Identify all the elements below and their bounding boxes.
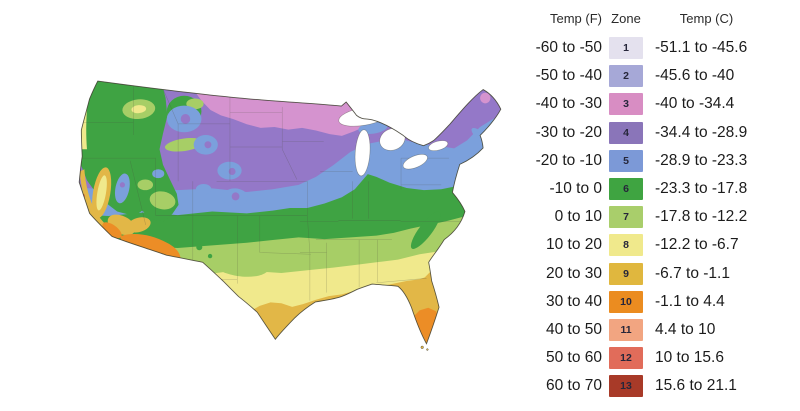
zone-swatch: 7 <box>609 206 643 229</box>
temp-c-value: -12.2 to -6.7 <box>655 236 739 254</box>
temp-c-value: -28.9 to -23.3 <box>655 151 748 169</box>
zone-swatch: 8 <box>609 234 643 257</box>
zone-number: 4 <box>623 126 629 139</box>
temp-f-value: -20 to -10 <box>535 151 602 169</box>
legend-row-zone-12: 50 to 60 12 10 to 15.6 <box>524 344 790 372</box>
legend-row-zone-7: 0 to 10 7 -17.8 to -12.2 <box>524 203 790 231</box>
zone-number: 6 <box>623 183 629 196</box>
legend-row-zone-4: -30 to -20 4 -34.4 to -28.9 <box>524 119 790 147</box>
temp-f-value: 60 to 70 <box>545 377 602 395</box>
legend-row-zone-11: 40 to 50 11 4.4 to 10 <box>524 316 790 344</box>
temp-c-value: -34.4 to -28.9 <box>655 123 748 141</box>
zone-legend: Temp (F) Zone Temp (C) -60 to -50 1 -51.… <box>524 3 790 400</box>
legend-row-zone-6: -10 to 0 6 -23.3 to -17.8 <box>524 175 790 203</box>
temp-c-value: -51.1 to -45.6 <box>655 39 748 57</box>
temp-f-value: 20 to 30 <box>545 264 602 282</box>
temp-c-value: -1.1 to 4.4 <box>655 292 725 310</box>
legend-row-zone-1: -60 to -50 1 -51.1 to -45.6 <box>524 34 790 62</box>
temp-f-value: -50 to -40 <box>535 67 602 85</box>
zone-swatch: 10 <box>609 290 643 313</box>
legend-row-zone-2: -50 to -40 2 -45.6 to -40 <box>524 62 790 90</box>
zone-number: 5 <box>623 154 629 167</box>
legend-row-zone-10: 30 to 40 10 -1.1 to 4.4 <box>524 288 790 316</box>
legend-header-temp-c: Temp (C) <box>679 11 734 26</box>
legend-row-zone-5: -20 to -10 5 -28.9 to -23.3 <box>524 147 790 175</box>
legend-row-zone-3: -40 to -30 3 -40 to -34.4 <box>524 90 790 118</box>
zone-swatch: 13 <box>609 375 643 398</box>
temp-f-value: -40 to -30 <box>535 95 602 113</box>
zone-number: 12 <box>620 352 632 365</box>
zone-swatch: 5 <box>609 149 643 172</box>
temp-c-value: -17.8 to -12.2 <box>655 208 748 226</box>
temp-c-value: 15.6 to 21.1 <box>655 377 737 395</box>
temp-f-value: 30 to 40 <box>545 292 602 310</box>
zone-swatch: 2 <box>609 65 643 88</box>
temp-c-value: 10 to 15.6 <box>655 349 724 367</box>
zone-number: 9 <box>623 267 629 280</box>
temp-f-value: -10 to 0 <box>549 180 602 198</box>
temp-c-value: 4.4 to 10 <box>655 320 716 338</box>
legend-row-zone-13: 60 to 70 13 15.6 to 21.1 <box>524 372 790 400</box>
us-map-svg <box>78 80 502 351</box>
zone-number: 2 <box>623 70 629 83</box>
temp-f-value: 0 to 10 <box>554 208 602 226</box>
zone-swatch: 1 <box>609 37 643 60</box>
legend-row-zone-9: 20 to 30 9 -6.7 to -1.1 <box>524 260 790 288</box>
legend-header-zone: Zone <box>611 11 641 26</box>
zone-swatch: 9 <box>609 262 643 285</box>
legend-header-temp-f: Temp (F) <box>550 11 602 26</box>
zone-swatch: 12 <box>609 347 643 370</box>
zone-number: 1 <box>623 42 629 55</box>
temp-f-value: 50 to 60 <box>545 349 602 367</box>
zone-swatch: 11 <box>609 318 643 341</box>
zone-number: 10 <box>620 295 632 308</box>
temp-c-value: -23.3 to -17.8 <box>655 180 748 198</box>
legend-header: Temp (F) Zone Temp (C) <box>524 3 790 34</box>
zone-number: 7 <box>623 211 629 224</box>
zone-number: 8 <box>623 239 629 252</box>
temp-f-value: 10 to 20 <box>545 236 602 254</box>
temp-c-value: -6.7 to -1.1 <box>655 264 730 282</box>
temp-f-value: -60 to -50 <box>535 39 602 57</box>
us-hardiness-map <box>74 78 506 354</box>
temp-f-value: -30 to -20 <box>535 123 602 141</box>
zone-number: 11 <box>620 323 632 336</box>
legend-row-zone-8: 10 to 20 8 -12.2 to -6.7 <box>524 231 790 259</box>
zone-number: 3 <box>623 98 629 111</box>
zone-number: 13 <box>620 380 632 393</box>
zone-swatch: 3 <box>609 93 643 116</box>
zone-swatch: 6 <box>609 178 643 201</box>
temp-f-value: 40 to 50 <box>545 320 602 338</box>
temp-c-value: -40 to -34.4 <box>655 95 735 113</box>
zone-swatch: 4 <box>609 121 643 144</box>
temp-c-value: -45.6 to -40 <box>655 67 735 85</box>
